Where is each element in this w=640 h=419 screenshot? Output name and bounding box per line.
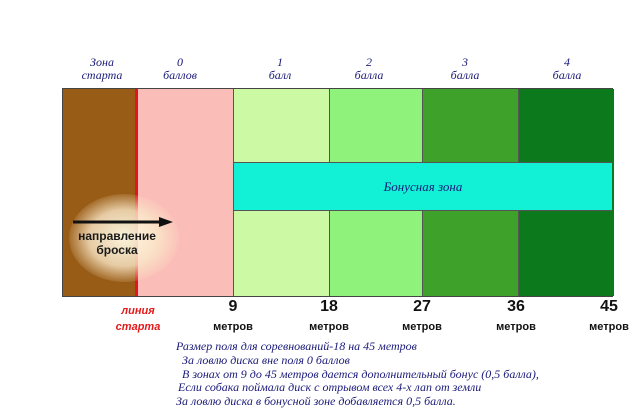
zone-label-0: 0 баллов — [163, 55, 197, 82]
distance-mark-36: 36 метров — [496, 298, 536, 333]
rules-notes: Размер поля для соревнований-18 на 45 ме… — [172, 339, 632, 409]
start-line-label: линия старта — [115, 305, 161, 333]
throw-direction-label: направление броска — [78, 229, 156, 257]
note-line: За ловлю диска вне поля 0 баллов — [182, 352, 350, 367]
throw-glow — [69, 194, 179, 282]
throw-arrow-icon — [73, 217, 173, 227]
note-line: В зонах от 9 до 45 метров дается дополни… — [182, 366, 539, 381]
distance-mark-45: 45 метров — [589, 298, 629, 333]
bonus-zone: Бонусная зона — [234, 162, 612, 211]
zone-label-2: 2 балла — [354, 55, 384, 82]
zone-label-1: 1 балл — [268, 55, 292, 82]
distance-mark-18: 18 метров — [309, 298, 349, 333]
distance-mark-27: 27 метров — [402, 298, 442, 333]
note-line: За ловлю диска в бонусной зоне добавляет… — [176, 394, 456, 409]
playing-field: Бонусная зона направление броска — [62, 88, 614, 297]
note-line: Размер поля для соревнований-18 на 45 ме… — [176, 339, 417, 353]
distance-mark-9: 9 метров — [213, 298, 253, 333]
zone-label-4: 4 балла — [552, 55, 582, 82]
bonus-zone-label: Бонусная зона — [383, 178, 463, 194]
zone-label-3: 3 балла — [450, 55, 480, 82]
zone-label-start: Зона старта — [81, 55, 123, 82]
start-line — [135, 89, 138, 296]
note-line: Если собака поймала диск с отрывом всех … — [178, 380, 482, 395]
